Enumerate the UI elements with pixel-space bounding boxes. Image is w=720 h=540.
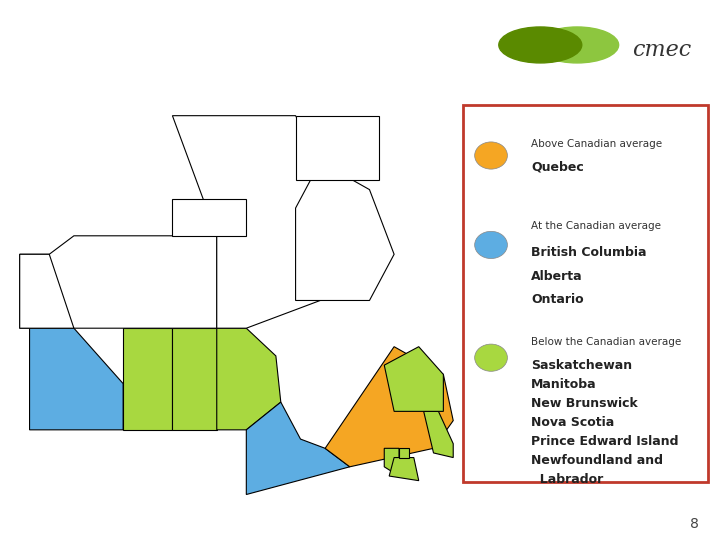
Polygon shape <box>423 411 453 457</box>
Ellipse shape <box>474 231 508 259</box>
Polygon shape <box>399 448 409 457</box>
Polygon shape <box>246 402 350 495</box>
Polygon shape <box>19 254 74 328</box>
Ellipse shape <box>474 142 508 169</box>
Text: At the Canadian average: At the Canadian average <box>531 220 662 231</box>
Text: Above Canadian average: Above Canadian average <box>531 139 662 149</box>
Circle shape <box>490 23 591 67</box>
Text: British Columbia: British Columbia <box>531 246 647 259</box>
Polygon shape <box>172 199 246 236</box>
Text: Ontario: Ontario <box>531 293 584 306</box>
Polygon shape <box>384 347 444 411</box>
Circle shape <box>499 27 582 63</box>
Text: New Brunswick: New Brunswick <box>531 397 638 410</box>
Text: Quebec: Quebec <box>531 161 584 174</box>
Text: Labrador: Labrador <box>531 473 603 487</box>
Text: Nova Scotia: Nova Scotia <box>531 416 615 429</box>
Text: Manitoba: Manitoba <box>531 378 597 391</box>
Polygon shape <box>172 328 217 430</box>
Polygon shape <box>296 162 394 300</box>
FancyBboxPatch shape <box>464 105 708 482</box>
Text: In Canada, there are variations between
provinces in mathematics.: In Canada, there are variations between … <box>14 22 586 78</box>
Polygon shape <box>30 328 123 430</box>
Polygon shape <box>296 116 379 180</box>
Circle shape <box>536 27 618 63</box>
Text: Below the Canadian average: Below the Canadian average <box>531 337 682 347</box>
Text: Alberta: Alberta <box>531 269 583 282</box>
Text: Saskatchewan: Saskatchewan <box>531 359 632 372</box>
Text: Newfoundland and: Newfoundland and <box>531 454 663 467</box>
Ellipse shape <box>474 344 508 372</box>
Polygon shape <box>390 457 419 481</box>
Polygon shape <box>217 328 281 430</box>
Polygon shape <box>325 347 453 467</box>
Polygon shape <box>384 448 399 476</box>
Text: Prince Edward Island: Prince Edward Island <box>531 435 679 448</box>
Text: 8: 8 <box>690 517 698 531</box>
Polygon shape <box>19 236 217 328</box>
Text: cmec: cmec <box>632 39 692 61</box>
Polygon shape <box>123 328 172 430</box>
Polygon shape <box>172 116 369 328</box>
